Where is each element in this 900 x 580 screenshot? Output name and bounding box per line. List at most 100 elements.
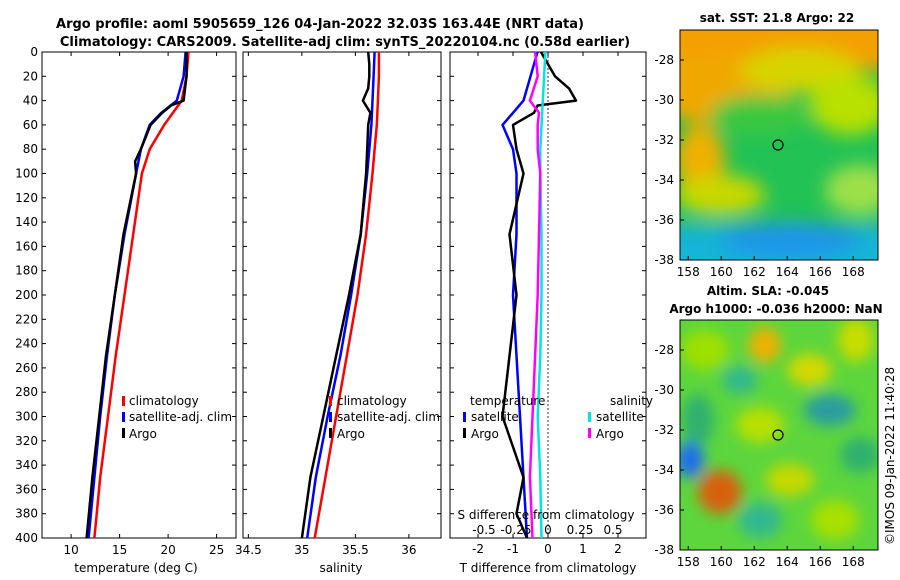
map-y-tick-label: -28	[654, 343, 674, 357]
series-line-climatology	[93, 51, 190, 539]
legend-label: Argo	[471, 427, 499, 441]
salinity-xlabel: salinity	[319, 561, 362, 575]
y-tick-label: 120	[15, 191, 38, 205]
sst-patch	[825, 165, 878, 215]
legend-swatch-argo	[329, 428, 332, 438]
legend-label: climatology	[129, 394, 199, 408]
y-tick-label: 240	[15, 337, 38, 351]
legend-label: satellite-adj. clim	[129, 410, 232, 424]
x-tick-label: 35.5	[342, 543, 369, 557]
sla-patch	[811, 500, 859, 540]
temperature-xlabel: temperature (deg C)	[74, 561, 197, 575]
x-tick-label: -1	[507, 542, 519, 556]
map-y-tick-label: -32	[654, 133, 674, 147]
x-tick-label: 34.5	[235, 543, 262, 557]
map-x-tick-label: 166	[809, 555, 832, 569]
map-y-tick-label: -36	[654, 213, 674, 227]
sla-argo-marker	[772, 429, 784, 441]
map-x-tick-label: 158	[677, 265, 700, 279]
y-tick-label: 160	[15, 239, 38, 253]
difference-xlabel: T difference from climatology	[459, 561, 637, 575]
sst-heatmap	[680, 30, 878, 260]
series-line-satellite-adj-clim	[305, 51, 376, 539]
legend-swatch-t-argo	[463, 428, 466, 438]
x-tick-label: 2	[614, 542, 622, 556]
map-x-tick-label: 166	[809, 265, 832, 279]
sla-field	[680, 320, 878, 540]
map-x-tick-label: 168	[842, 265, 865, 279]
map-y-tick-label: -38	[654, 253, 674, 267]
y-tick-label: 380	[15, 507, 38, 521]
timestamp: ©IMOS 09-Jan-2022 11:40:28	[883, 367, 897, 545]
legend-label: Argo	[337, 427, 365, 441]
sla-high-patch	[698, 470, 742, 514]
y-tick-label: 300	[15, 410, 38, 424]
legend-label: climatology	[337, 394, 407, 408]
sst-cool-patch	[720, 222, 860, 258]
map-y-tick-label: -32	[654, 423, 674, 437]
y-tick-label: 0	[30, 45, 38, 59]
y-tick-label: 200	[15, 288, 38, 302]
salinity-axes	[242, 51, 442, 539]
difference-top-label: S difference from climatology	[458, 508, 635, 522]
sla-patch	[722, 366, 758, 394]
y-tick-label: 280	[15, 385, 38, 399]
legend-swatch-s-argo	[588, 428, 591, 438]
sal-tick-label: 0.5	[603, 523, 622, 537]
sst-patch	[680, 175, 765, 215]
map-x-tick-label: 162	[743, 265, 766, 279]
legend-swatch-climatology	[122, 396, 125, 406]
y-tick-label: 220	[15, 312, 38, 326]
legend-label: Argo	[129, 427, 157, 441]
sla-axes	[679, 319, 879, 551]
sst-map-title: sat. SST: 21.8 Argo: 22	[700, 11, 854, 25]
map-y-tick-label: -34	[654, 463, 674, 477]
sal-tick-label: 0	[544, 523, 552, 537]
series-line-s-argo	[528, 51, 542, 539]
map-y-tick-label: -34	[654, 173, 674, 187]
y-tick-label: 40	[23, 94, 38, 108]
sla-patch	[681, 330, 729, 370]
map-x-tick-label: 168	[842, 555, 865, 569]
y-tick-label: 140	[15, 215, 38, 229]
legend-label: satellite	[596, 410, 644, 424]
map-y-tick-label: -30	[654, 383, 674, 397]
map-x-tick-label: 158	[677, 555, 700, 569]
legend-swatch-climatology	[329, 396, 332, 406]
legend-label: satellite	[471, 410, 519, 424]
x-tick-label: 35	[294, 543, 309, 557]
sla-patch	[838, 320, 874, 362]
series-line-argo	[85, 52, 188, 539]
salinity-diff-ticks: -0.5 -0.25 0 0.25 0.5	[472, 523, 622, 537]
x-tick-label: 25	[209, 543, 224, 557]
sla-patch	[682, 394, 714, 446]
sla-patch	[840, 437, 878, 473]
sal-tick-label: 0.25	[567, 523, 594, 537]
y-tick-label: 320	[15, 434, 38, 448]
legend-swatch-s-satellite	[588, 412, 591, 422]
sst-field	[680, 30, 878, 260]
series-line-climatology	[313, 52, 381, 539]
series-line-argo	[300, 51, 372, 539]
x-tick-label: 10	[63, 543, 78, 557]
sla-patch	[804, 394, 856, 426]
sst-patch	[710, 95, 810, 135]
sla-patch	[788, 354, 832, 386]
map-y-tick-label: -28	[654, 53, 674, 67]
map-x-tick-label: 162	[743, 555, 766, 569]
legend-swatch-satellite	[329, 412, 332, 422]
y-tick-label: 20	[23, 69, 38, 83]
sal-tick-label: -0.25	[500, 523, 531, 537]
legend-swatch-satellite	[122, 412, 125, 422]
y-tick-label: 180	[15, 264, 38, 278]
sal-tick-label: -0.5	[472, 523, 495, 537]
map-x-tick-label: 164	[776, 555, 799, 569]
map-y-tick-label: -38	[654, 543, 674, 557]
map-x-tick-label: 164	[776, 265, 799, 279]
y-tick-label: 60	[23, 118, 38, 132]
y-tick-label: 80	[23, 142, 38, 156]
difference-legend: temperature satellite Argo salinity sate…	[463, 394, 653, 441]
legend-swatch-t-satellite	[463, 412, 466, 422]
x-tick-label: 1	[579, 542, 587, 556]
